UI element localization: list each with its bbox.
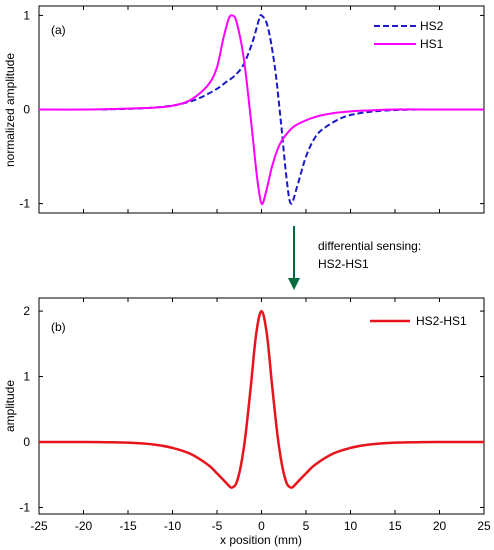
differential-annotation: differential sensing: HS2-HS1 <box>288 226 421 290</box>
panel-a-ytick-label: -1 <box>19 197 30 211</box>
panel-b-series <box>38 309 485 489</box>
panel-a-ticks: -1 0 1 <box>19 6 485 213</box>
panel-a-label: (a) <box>51 23 66 37</box>
series-hs2-line <box>101 14 418 205</box>
panel-b-label: (b) <box>51 320 66 334</box>
legend-hs2-hs1-label: HS2-HS1 <box>416 314 467 328</box>
panel-b-ytick-label: 1 <box>23 370 30 384</box>
legend-hs1-label: HS1 <box>420 37 444 51</box>
panel-b-ytick-label: 2 <box>23 304 30 318</box>
panel-a: -1 0 1 (a) normalized amplitude HS2 HS1 <box>3 5 485 214</box>
panel-a-ytick-label: 0 <box>23 103 30 117</box>
panel-b-ytick-label: -1 <box>19 500 30 514</box>
panel-b-ytick-label: 0 <box>23 435 30 449</box>
panel-b-legend: HS2-HS1 <box>370 314 467 328</box>
series-hs2-hs1-line <box>38 309 485 489</box>
panel-b-ylabel: amplitude <box>3 380 17 432</box>
panel-a-legend: HS2 HS1 <box>374 19 444 51</box>
panel-b-xtick-label: -5 <box>212 519 223 533</box>
panel-b-xtick-label: -10 <box>164 519 182 533</box>
panel-a-series <box>38 14 484 206</box>
differential-arrow-head <box>288 278 300 290</box>
panel-b-xtick-label: 15 <box>388 519 402 533</box>
panel-b-xtick-label: 20 <box>433 519 447 533</box>
annotation-line-2: HS2-HS1 <box>318 257 369 271</box>
panel-b-xtick-label: 25 <box>477 519 491 533</box>
legend-hs2-label: HS2 <box>420 19 444 33</box>
panel-b-xtick-label: 5 <box>303 519 310 533</box>
panel-b-frame <box>38 297 485 515</box>
panel-b-xtick-label: -25 <box>30 519 48 533</box>
panel-b-xtick-label: 10 <box>344 519 358 533</box>
panel-a-ytick-label: 1 <box>23 8 30 22</box>
panel-b-xtick-label: 0 <box>258 519 265 533</box>
series-hs1-line <box>38 14 484 206</box>
panel-a-ylabel: normalized amplitude <box>3 53 17 167</box>
panel-b-xtick-label: -20 <box>75 519 93 533</box>
panel-b-xtick-label: -15 <box>119 519 137 533</box>
annotation-line-1: differential sensing: <box>318 239 421 253</box>
panel-b-xlabel: x position (mm) <box>220 533 302 547</box>
